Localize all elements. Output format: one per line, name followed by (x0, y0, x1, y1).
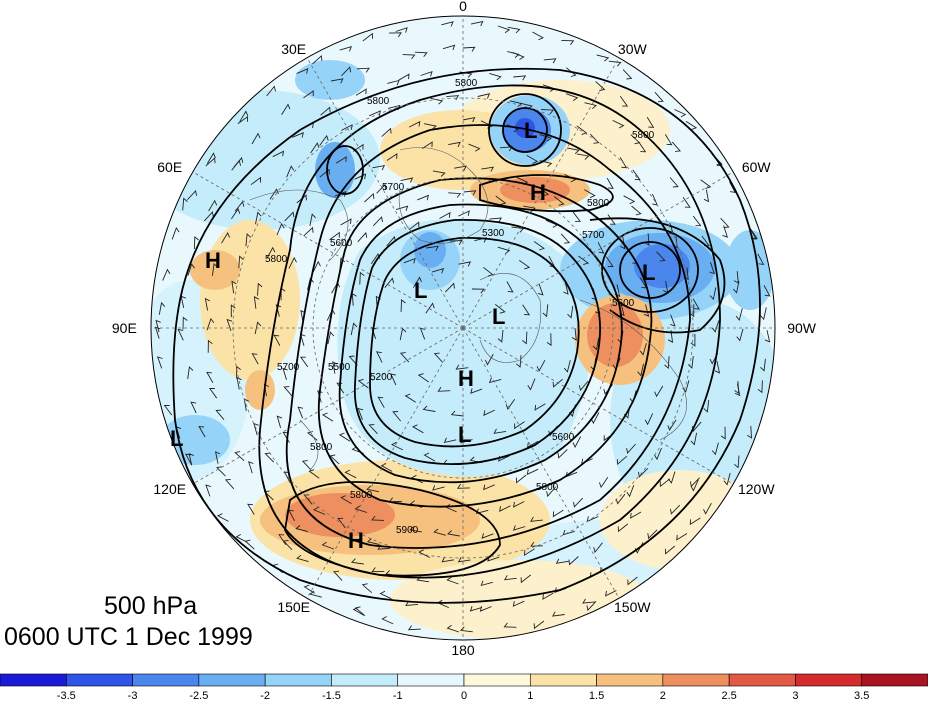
low-center: L (524, 118, 537, 143)
contour-label: 5600 (612, 298, 635, 309)
high-center: H (205, 248, 221, 273)
contour-label: 5800 (350, 490, 373, 501)
low-center: L (170, 426, 183, 451)
colorbar-swatch (795, 673, 863, 687)
contour-label: 5300 (482, 228, 505, 239)
coastlines (249, 147, 687, 471)
map-outline (150, 15, 776, 641)
contour-label: 5800 (367, 96, 390, 107)
longitude-labels: 0 30W 60W 90W 120W 150W 180 150E 120E 90E 60E 30E (112, 0, 817, 658)
colorbar-tick-label: 3 (792, 690, 798, 702)
contour-label: 5700 (582, 230, 605, 241)
longitude-label: 90W (787, 320, 817, 336)
colorbar-tick-label: -3.5 (57, 690, 76, 702)
pressure-level-caption: 500 hPa (104, 592, 198, 620)
contour-label: 5800 (310, 442, 333, 453)
low-center: L (458, 422, 471, 447)
colorbar-tick-label: 0 (461, 690, 467, 702)
longitude-label: 150W (614, 599, 651, 615)
longitude-label: 180 (451, 642, 475, 658)
contour-label: 5700 (382, 182, 405, 193)
colorbar-swatch (65, 673, 133, 687)
contour-label: 5800 (455, 78, 478, 89)
contour-label: 5700 (277, 362, 300, 373)
height-contours (172, 67, 761, 604)
low-center: L (642, 260, 655, 285)
colorbar: -3.5 -3 -2.5 -2 -1.5 -1 0 1 1.5 2 2.5 3 3.5 (0, 673, 928, 702)
longitude-label: 150E (277, 599, 310, 615)
colorbar-swatch (662, 673, 730, 687)
contour-label: 5800 (632, 130, 655, 141)
colorbar-tick-label: -2 (260, 690, 270, 702)
longitude-label: 0 (459, 0, 467, 14)
colorbar-swatch (331, 673, 399, 687)
longitude-label: 120W (738, 481, 775, 497)
contour-label: 5600 (552, 432, 575, 443)
polar-stereographic-map: 5800 5800 5800 5700 5600 5300 5700 5800 … (112, 0, 817, 658)
colorbar-swatch (728, 673, 796, 687)
contour-label: 5800 (587, 198, 610, 209)
colorbar-swatch (132, 673, 200, 687)
longitude-label: 120E (153, 481, 186, 497)
high-center: H (458, 366, 474, 391)
colorbar-tick-label: -1.5 (322, 690, 341, 702)
colorbar-swatch (0, 673, 67, 687)
colorbar-swatch (463, 673, 531, 687)
colorbar-swatch (596, 673, 664, 687)
colorbar-swatch (198, 673, 266, 687)
contour-labels: 5800 5800 5800 5700 5600 5300 5700 5800 … (265, 78, 655, 536)
longitude-label: 30W (618, 41, 648, 57)
colorbar-tick-label: 2 (660, 690, 666, 702)
pressure-centers: L H H L L H L L H L (170, 118, 655, 553)
contour-label: 5800 (265, 254, 288, 265)
colorbar-tick-label: 3.5 (854, 690, 869, 702)
longitude-label: 60E (157, 159, 182, 175)
colorbar-swatch (264, 673, 332, 687)
colorbar-tick-label: -1 (393, 690, 403, 702)
colorbar-tick-label: 1.5 (589, 690, 604, 702)
colorbar-swatch (397, 673, 465, 687)
colorbar-tick-label: 1 (527, 690, 533, 702)
longitude-label: 30E (281, 41, 306, 57)
contour-label: 5200 (370, 372, 393, 383)
colorbar-tick-label: 2.5 (721, 690, 736, 702)
contour-label: 5500 (328, 362, 351, 373)
low-center: L (414, 278, 427, 303)
graticule (151, 16, 775, 640)
colorbar-swatch (529, 673, 597, 687)
colorbar-tick-label: -3 (128, 690, 138, 702)
low-center: L (492, 304, 505, 329)
colorbar-tick-label: -2.5 (189, 690, 208, 702)
longitude-label: 60W (742, 159, 772, 175)
contour-label: 5600 (330, 238, 353, 249)
colorbar-swatch (861, 673, 928, 687)
valid-time-caption: 0600 UTC 1 Dec 1999 (4, 623, 253, 651)
contour-label: 5900 (396, 525, 419, 536)
contour-label: 5800 (536, 482, 559, 493)
anomaly-shading (151, 60, 775, 640)
high-center: H (530, 180, 546, 205)
longitude-label: 90E (112, 320, 137, 336)
high-center: H (348, 528, 364, 553)
